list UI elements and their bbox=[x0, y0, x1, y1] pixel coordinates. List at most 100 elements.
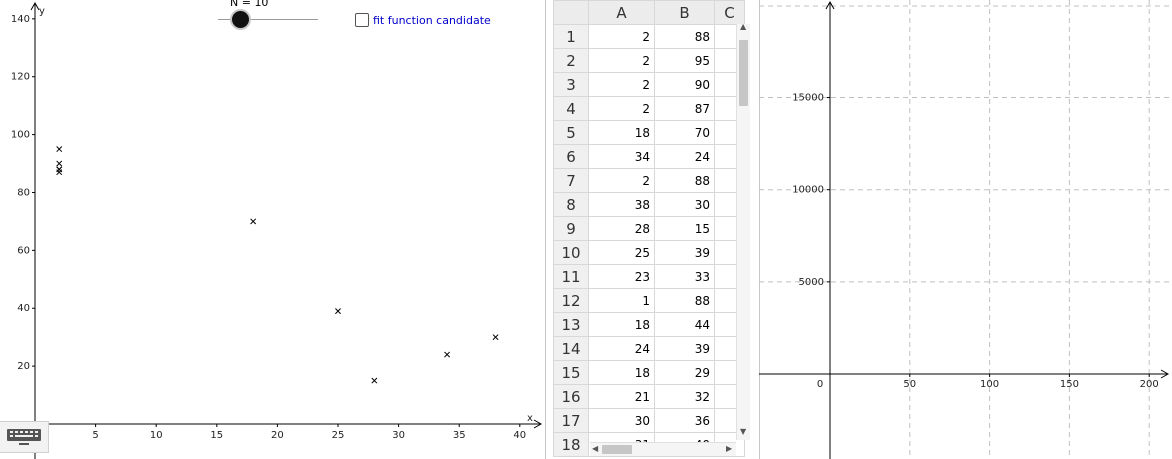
graphics-canvas-1[interactable]: x y 5 10 15 20 25 30 35 40 20 40 60 80 100 120 140 bbox=[0, 0, 545, 459]
row-header[interactable]: 9 bbox=[553, 216, 589, 241]
spreadsheet-table[interactable]: A B C 1 2 88 2 2 95 3 2 90 4 2 87 5 18 70 6 34 24 7 2 88 8 38 3… bbox=[553, 0, 745, 457]
y-tick-label: 40 bbox=[17, 303, 30, 314]
scroll-up-icon[interactable]: ▲ bbox=[740, 22, 747, 31]
cell-a[interactable]: 2 bbox=[588, 72, 655, 97]
table-row: 16 21 32 bbox=[553, 384, 745, 409]
spreadsheet-view[interactable]: A B C 1 2 88 2 2 95 3 2 90 4 2 87 5 18 70 6 34 24 7 2 88 8 38 3… bbox=[545, 0, 760, 459]
row-header[interactable]: 8 bbox=[553, 192, 589, 217]
data-point-7[interactable] bbox=[56, 166, 63, 173]
slider-label: N = 10 bbox=[230, 0, 269, 9]
data-point-2[interactable] bbox=[56, 146, 63, 153]
y-axis-label: y bbox=[39, 6, 45, 17]
row-header[interactable]: 13 bbox=[553, 312, 589, 337]
cell-b[interactable]: 90 bbox=[654, 72, 715, 97]
data-point-3[interactable] bbox=[56, 160, 63, 167]
slider-knob-icon[interactable] bbox=[232, 11, 249, 28]
x-tick-label: 40 bbox=[513, 430, 526, 441]
cell-a[interactable]: 30 bbox=[588, 408, 655, 433]
row-header[interactable]: 3 bbox=[553, 72, 589, 97]
cell-a[interactable]: 2 bbox=[588, 48, 655, 73]
cell-a[interactable]: 28 bbox=[588, 216, 655, 241]
cell-b[interactable]: 29 bbox=[654, 360, 715, 385]
cell-a[interactable]: 18 bbox=[588, 360, 655, 385]
fit-function-checkbox[interactable]: fit function candidate bbox=[355, 13, 491, 27]
x-tick-label-2: 100 bbox=[980, 379, 999, 390]
cell-b[interactable]: 36 bbox=[654, 408, 715, 433]
sheet-body[interactable]: 1 2 88 2 2 95 3 2 90 4 2 87 5 18 70 6 34 24 7 2 88 8 38 30 9 28 15… bbox=[553, 24, 745, 457]
cell-b[interactable]: 39 bbox=[654, 336, 715, 361]
row-header[interactable]: 12 bbox=[553, 288, 589, 313]
cell-a[interactable]: 38 bbox=[588, 192, 655, 217]
cell-a[interactable]: 1 bbox=[588, 288, 655, 313]
checkbox-label[interactable]: fit function candidate bbox=[373, 13, 491, 27]
row-header[interactable]: 7 bbox=[553, 168, 589, 193]
vertical-scrollbar[interactable]: ▲ ▼ bbox=[736, 22, 750, 440]
data-point-10[interactable] bbox=[335, 308, 341, 315]
data-point-8[interactable] bbox=[492, 334, 499, 341]
horizontal-scrollbar[interactable]: ◀ ▶ bbox=[590, 442, 736, 456]
cell-b[interactable]: 87 bbox=[654, 96, 715, 121]
cell-b[interactable]: 33 bbox=[654, 264, 715, 289]
cell-a[interactable]: 18 bbox=[588, 120, 655, 145]
y-axis-arrow-icon-2 bbox=[825, 0, 835, 10]
vertical-scroll-thumb[interactable] bbox=[739, 40, 748, 106]
scroll-down-icon[interactable]: ▼ bbox=[740, 427, 747, 436]
cell-b[interactable]: 88 bbox=[654, 24, 715, 49]
scroll-left-icon[interactable]: ◀ bbox=[592, 444, 599, 453]
row-header[interactable]: 4 bbox=[553, 96, 589, 121]
keyboard-button[interactable] bbox=[0, 421, 49, 453]
x-tick-label: 25 bbox=[332, 430, 345, 441]
cell-b[interactable]: 88 bbox=[654, 168, 715, 193]
scroll-right-icon[interactable]: ▶ bbox=[726, 444, 733, 453]
horizontal-scroll-thumb[interactable] bbox=[602, 445, 632, 454]
data-point-4[interactable] bbox=[56, 169, 63, 176]
column-header-c[interactable]: C bbox=[714, 0, 745, 25]
table-row: 12 1 88 bbox=[553, 288, 745, 313]
row-header[interactable]: 18 bbox=[553, 432, 589, 457]
data-point-6[interactable] bbox=[444, 351, 451, 358]
cell-a[interactable]: 2 bbox=[588, 24, 655, 49]
x-tick-label: 15 bbox=[210, 430, 223, 441]
cell-b[interactable]: 95 bbox=[654, 48, 715, 73]
sheet-corner[interactable] bbox=[553, 0, 589, 25]
row-header[interactable]: 16 bbox=[553, 384, 589, 409]
row-header[interactable]: 15 bbox=[553, 360, 589, 385]
row-header[interactable]: 14 bbox=[553, 336, 589, 361]
row-header[interactable]: 5 bbox=[553, 120, 589, 145]
y-tick-label: 60 bbox=[17, 245, 30, 256]
graphics-view-1[interactable]: x y 5 10 15 20 25 30 35 40 20 40 60 80 100 120 140 N = 1… bbox=[0, 0, 545, 459]
checkbox-box[interactable] bbox=[355, 13, 369, 27]
cell-a[interactable]: 34 bbox=[588, 144, 655, 169]
column-header-a[interactable]: A bbox=[588, 0, 655, 25]
cell-a[interactable]: 25 bbox=[588, 240, 655, 265]
graphics-view-2[interactable]: 0 50 100 150 200 5000 10000 15000 bbox=[759, 0, 1172, 459]
table-row: 6 34 24 bbox=[553, 144, 745, 169]
row-header[interactable]: 6 bbox=[553, 144, 589, 169]
cell-a[interactable]: 2 bbox=[588, 96, 655, 121]
row-header[interactable]: 1 bbox=[553, 24, 589, 49]
cell-a[interactable]: 2 bbox=[588, 168, 655, 193]
cell-b[interactable]: 44 bbox=[654, 312, 715, 337]
cell-b[interactable]: 24 bbox=[654, 144, 715, 169]
row-header[interactable]: 2 bbox=[553, 48, 589, 73]
table-row: 7 2 88 bbox=[553, 168, 745, 193]
cell-a[interactable]: 18 bbox=[588, 312, 655, 337]
row-header[interactable]: 17 bbox=[553, 408, 589, 433]
data-point-9[interactable] bbox=[371, 377, 378, 384]
cell-b[interactable]: 15 bbox=[654, 216, 715, 241]
row-header[interactable]: 10 bbox=[553, 240, 589, 265]
cell-b[interactable]: 39 bbox=[654, 240, 715, 265]
cell-b[interactable]: 32 bbox=[654, 384, 715, 409]
row-header[interactable]: 11 bbox=[553, 264, 589, 289]
table-row: 1 2 88 bbox=[553, 24, 745, 49]
data-point-5[interactable] bbox=[250, 218, 257, 225]
cell-a[interactable]: 23 bbox=[588, 264, 655, 289]
column-header-b[interactable]: B bbox=[654, 0, 715, 25]
cell-b[interactable]: 70 bbox=[654, 120, 715, 145]
cell-a[interactable]: 21 bbox=[588, 384, 655, 409]
slider-track[interactable] bbox=[218, 19, 318, 20]
graphics-canvas-2[interactable]: 0 50 100 150 200 5000 10000 15000 bbox=[759, 0, 1172, 459]
cell-b[interactable]: 30 bbox=[654, 192, 715, 217]
cell-b[interactable]: 88 bbox=[654, 288, 715, 313]
cell-a[interactable]: 24 bbox=[588, 336, 655, 361]
